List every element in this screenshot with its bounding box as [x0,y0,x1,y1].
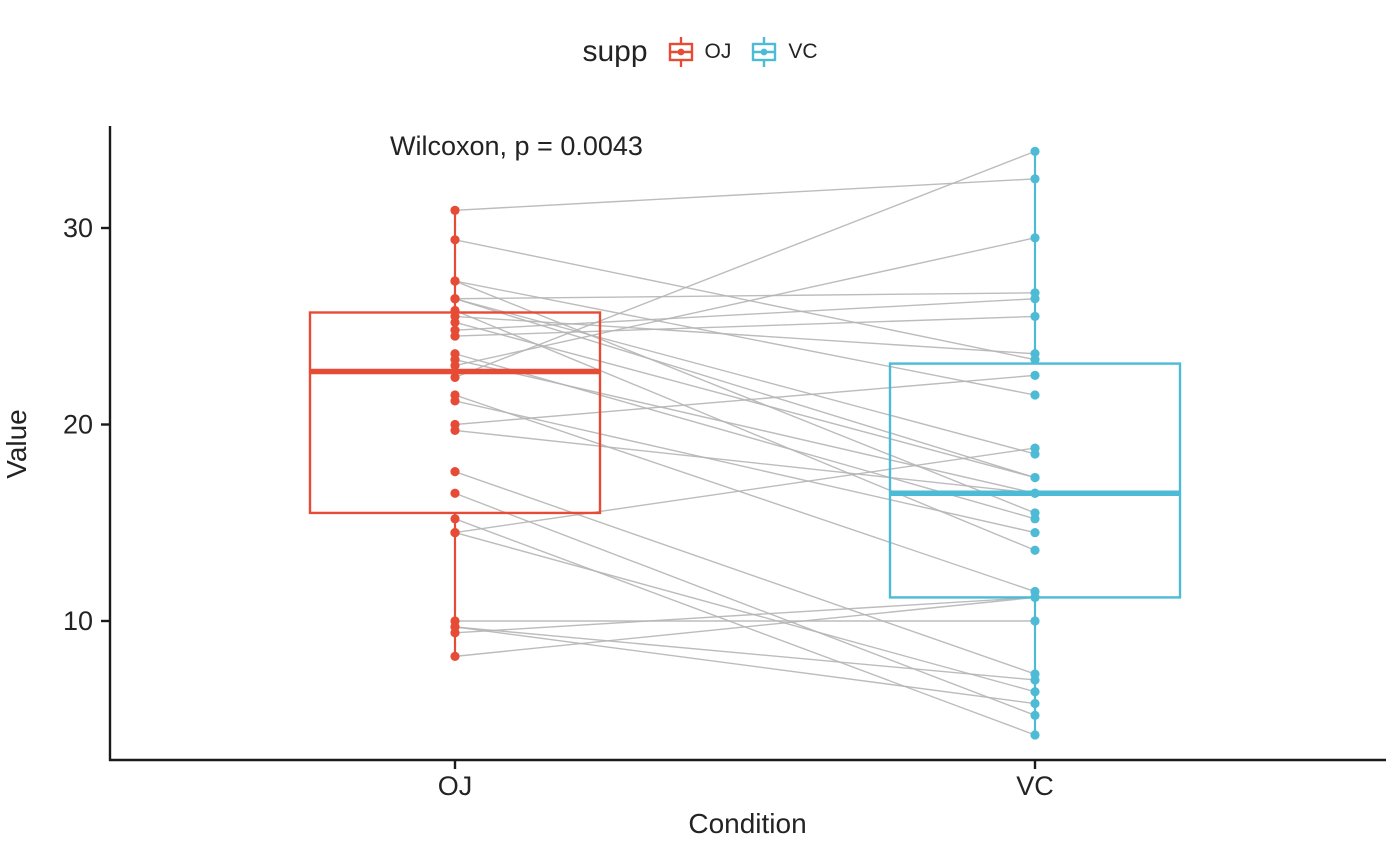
data-point-oj [450,294,460,304]
pair-line [454,596,1036,658]
pair-line [454,292,1036,300]
pair-line [454,280,1036,514]
legend-title: supp [582,35,648,68]
data-point-vc [1030,311,1040,322]
pair-line [454,298,1036,479]
data-point-vc [1030,146,1040,156]
data-point-oj [450,527,460,538]
data-point-vc [1030,545,1040,555]
data-point-oj [450,205,460,215]
pair-line [454,358,1036,494]
boxplot-key-icon-oj [668,37,693,67]
pair-line [454,237,1036,367]
x-axis-tick-label: OJ [438,771,473,801]
data-point-vc [1030,472,1040,483]
data-point-vc [1030,592,1040,603]
data-point-vc [1030,355,1040,365]
data-point-vc [1030,174,1040,184]
pair-line [454,394,1036,593]
data-point-vc [1030,616,1040,626]
data-point-vc [1030,730,1040,740]
data-point-oj [450,488,460,498]
legend-label-vc: VC [788,40,818,63]
pair-line [454,470,1036,675]
data-point-oj [450,622,460,632]
data-point-vc [1030,233,1040,243]
pair-line [454,321,1036,479]
y-axis-title: Value [1,409,32,479]
pair-line [454,298,1036,331]
y-axis-tick-label: 30 [63,213,93,243]
y-axis-tick-label: 20 [63,410,93,440]
boxplot-key-icon-vc [752,37,777,67]
data-point-vc [1030,508,1040,518]
pair-line [454,626,1036,681]
data-point-vc [1030,698,1040,709]
pair-line [454,150,1036,378]
data-point-oj [450,276,460,286]
pair-line [454,492,1036,716]
data-point-vc [1030,488,1040,498]
pair-line [454,531,1036,693]
data-point-oj [450,235,460,245]
data-point-oj [450,372,460,382]
data-point-oj [450,360,460,371]
x-axis-tick-label: VC [1016,771,1054,801]
pair-line [454,315,1036,337]
pair-line [454,429,1036,494]
data-point-oj [450,467,460,477]
data-point-vc [1030,710,1040,720]
data-point-oj [450,651,460,661]
data-point-vc [1030,449,1040,459]
legend: supp OJ VC [0,34,1400,70]
pair-line [454,239,1036,361]
data-point-oj [450,311,460,322]
data-point-vc [1030,370,1040,380]
pair-line [454,400,1036,534]
data-point-oj [450,325,460,335]
data-point-oj [450,419,460,430]
legend-label-oj: OJ [704,40,732,63]
pair-line [454,178,1036,212]
data-point-vc [1030,288,1040,298]
x-axis-title: Condition [688,808,807,839]
data-point-oj [450,349,460,359]
y-axis-tick-label: 10 [63,606,93,636]
data-point-vc [1030,390,1040,400]
pair-line [454,596,1036,634]
stat-annotation: Wilcoxon, p = 0.0043 [390,131,643,161]
pair-line [454,280,1036,396]
data-point-oj [450,396,460,406]
data-point-vc [1030,675,1040,685]
pair-line [454,315,1036,355]
legend-item-oj: OJ [666,34,732,70]
data-point-vc [1030,527,1040,538]
pair-line [454,626,1036,705]
data-point-vc [1030,687,1040,697]
pair-line [454,447,1036,534]
legend-item-vc: VC [749,34,818,70]
data-point-oj [450,514,460,524]
